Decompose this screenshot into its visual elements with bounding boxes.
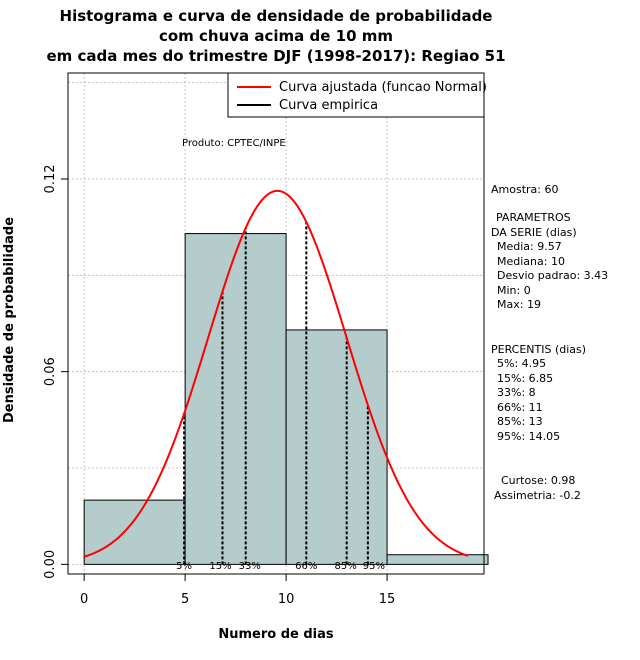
histogram-bar-2 [184,233,287,565]
legend-box [227,72,485,118]
percentiles-title: PERCENTIS (dias) [491,343,586,356]
stat-mean: Media: 9.57 [497,240,562,253]
stat-sd: Desvio padrao: 3.43 [497,269,608,282]
histogram-bar-1 [83,499,186,565]
curve-layer [83,189,469,558]
stat-kurtosis: Curtose: 0.98 [501,474,575,487]
percentile-label-5: 85% [335,561,357,572]
product-credit: Produto: CPTEC/INPE [182,138,286,149]
y-tick-label: 0.00 [43,550,58,579]
percentile-lines-layer: 5% 15% 33% 66% 85% 95% [176,221,385,572]
percentile-66: 66%: 11 [497,401,543,414]
percentile-5: 5%: 4.95 [497,357,546,370]
y-tick-label: 0.12 [43,165,58,194]
x-tick-label: 15 [379,592,396,607]
x-tick-label: 5 [181,592,189,607]
stats-panel: Amostra: 60 PARAMETROS DA SERIE (dias) M… [491,183,608,502]
params-subtitle: DA SERIE (dias) [491,226,577,239]
x-tick-label: 10 [278,592,295,607]
percentile-label-4: 66% [295,561,317,572]
percentile-label-1: 5% [176,561,192,572]
bars-layer [83,233,489,565]
y-axis-title: Densidade de probabilidade [2,217,17,423]
x-tick-label: 0 [80,592,88,607]
histogram-bar-3 [285,329,388,565]
stat-median: Mediana: 10 [497,255,565,268]
sample-size: Amostra: 60 [491,183,558,196]
params-title: PARAMETROS [496,211,571,224]
x-axis-title: Numero de dias [218,627,334,642]
axes-layer: 0 5 10 15 0.00 0.06 0.12 [43,165,395,607]
percentile-95: 95%: 14.05 [497,430,560,443]
chart-title-line-3: em cada mes do trimestre DJF (1998-2017)… [46,47,505,65]
percentile-label-6: 95% [363,561,385,572]
y-tick-label: 0.06 [43,357,58,386]
percentile-33: 33%: 8 [497,386,536,399]
stat-skewness: Assimetria: -0.2 [494,489,581,502]
stat-min: Min: 0 [497,284,531,297]
legend-fit-label: Curva ajustada (funcao Normal) [279,80,487,95]
percentile-15: 15%: 6.85 [497,372,553,385]
stat-max: Max: 19 [497,298,541,311]
legend: Curva ajustada (funcao Normal) Curva emp… [227,72,487,118]
percentile-85: 85%: 13 [497,415,543,428]
percentile-label-2: 15% [209,561,231,572]
fitted-normal-curve [83,189,469,558]
chart-title-line-1: Histograma e curva de densidade de proba… [60,7,493,25]
legend-empirical-label: Curva empirica [279,98,378,113]
chart-title-line-2: com chuva acima de 10 mm [159,27,393,45]
percentile-label-3: 33% [239,561,261,572]
histogram-bar-4 [386,554,489,565]
